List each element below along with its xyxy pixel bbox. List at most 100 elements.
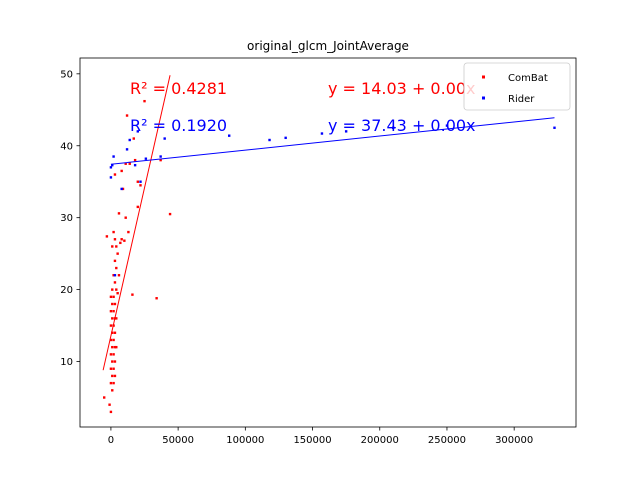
data-point-combat-30	[113, 360, 117, 363]
data-point-combat-22	[112, 353, 115, 356]
data-point-combat-10	[109, 295, 113, 299]
data-point-rider-6	[125, 148, 129, 151]
data-point-combat-61	[136, 205, 139, 209]
data-point-combat-35	[113, 281, 117, 284]
data-point-rider-13	[163, 137, 166, 140]
data-point-combat-3	[109, 410, 113, 414]
data-point-combat-13	[111, 360, 114, 363]
x-tick-label: 100000	[226, 435, 264, 446]
axes-frame	[79, 57, 577, 428]
y-tick-label: 40	[60, 141, 73, 152]
data-point-combat-17	[111, 302, 114, 306]
legend-marker-combat	[482, 75, 485, 79]
data-point-combat-20	[112, 381, 115, 385]
data-point-rider-10	[139, 180, 142, 183]
data-point-combat-6	[109, 353, 113, 356]
data-point-combat-50	[120, 169, 123, 173]
y-tick-label: 50	[60, 69, 73, 80]
r-squared-label-combat: R² = 0.4281	[130, 79, 227, 98]
data-point-rider-2	[111, 163, 114, 167]
data-point-combat-23	[112, 338, 115, 342]
y-tick-label: 30	[60, 213, 73, 224]
data-point-rider-1	[109, 166, 113, 169]
data-point-combat-9	[109, 309, 113, 313]
r-squared-label-rider: R² = 0.1920	[130, 116, 227, 135]
data-point-combat-44	[116, 292, 119, 295]
data-point-combat-46	[117, 274, 121, 277]
data-point-combat-49	[120, 238, 123, 241]
data-point-combat-14	[111, 345, 114, 349]
data-point-rider-19	[391, 126, 395, 129]
data-point-rider-8	[133, 163, 137, 167]
data-point-combat-54	[124, 162, 127, 165]
data-point-combat-57	[128, 162, 131, 165]
axes: 0 50000 100000 150000 200000 250000 300000 10 20…	[60, 57, 577, 446]
data-point-combat-58	[131, 293, 134, 296]
data-point-combat-51	[121, 187, 125, 191]
data-point-combat-8	[109, 324, 113, 327]
legend-box	[463, 62, 571, 111]
data-point-combat-7	[109, 338, 113, 342]
x-tick-label: 250000	[428, 435, 466, 446]
data-point-combat-62	[136, 180, 139, 183]
data-point-combat-16	[111, 317, 114, 320]
data-point-rider-9	[136, 130, 139, 133]
data-point-combat-28	[112, 230, 115, 234]
data-point-rider-7	[128, 138, 131, 142]
data-point-combat-5	[109, 367, 113, 370]
data-point-rider-15	[268, 138, 271, 142]
data-point-combat-45	[116, 252, 119, 255]
data-point-combat-18	[111, 288, 114, 291]
x-tick-label: 150000	[293, 435, 331, 446]
data-point-combat-29	[113, 374, 117, 378]
fit-equation-label-rider: y = 37.43 + 0.00x	[328, 116, 476, 135]
data-point-combat-25	[112, 309, 115, 313]
data-point-combat-63	[139, 184, 142, 187]
data-point-combat-21	[112, 367, 115, 370]
data-point-rider-20	[445, 124, 449, 127]
x-tick-label: 300000	[495, 435, 533, 446]
legend: ComBat Rider	[463, 62, 571, 111]
data-point-rider-0	[109, 176, 113, 179]
data-point-rider-18	[344, 130, 348, 133]
data-point-combat-36	[113, 259, 117, 263]
data-point-rider-11	[144, 157, 148, 160]
fit-equation-label-combat: y = 14.03 + 0.00x	[328, 79, 476, 98]
data-point-combat-37	[113, 238, 117, 241]
legend-marker-rider	[482, 96, 485, 100]
chart-title: original_glcm_JointAverage	[247, 39, 409, 53]
data-point-combat-42	[115, 266, 118, 270]
data-point-combat-4	[109, 381, 113, 385]
data-point-combat-0	[103, 396, 106, 399]
data-point-rider-17	[320, 132, 324, 135]
data-point-combat-11	[111, 389, 114, 392]
data-point-combat-38	[113, 173, 117, 176]
data-point-combat-53	[124, 216, 127, 219]
data-point-rider-21	[553, 126, 556, 129]
data-point-combat-43	[115, 245, 118, 248]
data-point-combat-59	[132, 137, 135, 140]
data-point-combat-60	[133, 158, 137, 162]
data-point-combat-56	[127, 230, 130, 234]
y-tick-label: 20	[60, 285, 73, 296]
data-point-combat-65	[155, 297, 158, 300]
data-point-rider-12	[159, 155, 162, 158]
x-tick-label: 50000	[162, 435, 194, 446]
data-point-rider-16	[284, 136, 287, 140]
plot-marks	[102, 75, 556, 414]
data-point-rider-4	[113, 274, 117, 277]
data-point-combat-66	[159, 158, 162, 162]
x-tick-label: 0	[108, 435, 114, 446]
data-point-combat-26	[112, 295, 115, 299]
data-point-combat-40	[115, 317, 118, 320]
y-tick-label: 10	[60, 357, 73, 368]
data-point-combat-32	[113, 331, 117, 334]
legend-label-rider: Rider	[508, 94, 535, 105]
data-point-combat-67	[168, 212, 172, 216]
data-point-combat-15	[111, 331, 114, 334]
data-point-combat-64	[143, 99, 146, 103]
data-point-combat-19	[111, 245, 114, 248]
data-point-combat-47	[117, 212, 121, 215]
data-point-combat-48	[119, 241, 122, 245]
